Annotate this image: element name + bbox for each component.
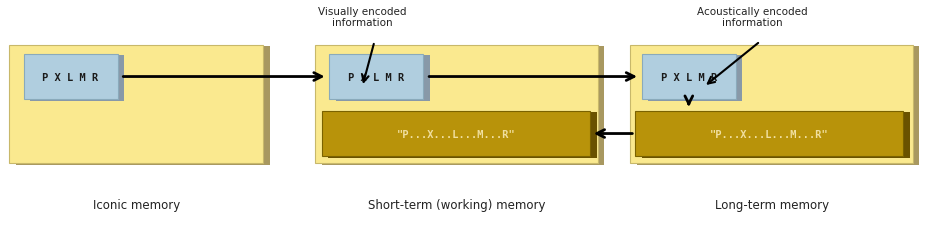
FancyBboxPatch shape	[642, 54, 736, 100]
Text: P X L M R: P X L M R	[661, 72, 717, 82]
FancyBboxPatch shape	[30, 56, 124, 101]
FancyBboxPatch shape	[630, 45, 913, 163]
FancyBboxPatch shape	[637, 47, 919, 165]
FancyBboxPatch shape	[322, 47, 604, 165]
Text: Short-term (working) memory: Short-term (working) memory	[368, 198, 545, 211]
Text: Acoustically encoded
information: Acoustically encoded information	[697, 7, 808, 28]
Text: P X L M R: P X L M R	[348, 72, 405, 82]
FancyBboxPatch shape	[648, 56, 742, 101]
FancyBboxPatch shape	[642, 113, 910, 158]
FancyBboxPatch shape	[16, 47, 270, 165]
Text: "P...X...L...M...R": "P...X...L...M...R"	[710, 129, 829, 139]
Text: Visually encoded
information: Visually encoded information	[318, 7, 407, 28]
FancyBboxPatch shape	[322, 111, 590, 157]
FancyBboxPatch shape	[329, 54, 423, 100]
Text: P X L M R: P X L M R	[42, 72, 99, 82]
FancyBboxPatch shape	[328, 113, 597, 158]
FancyBboxPatch shape	[336, 56, 430, 101]
FancyBboxPatch shape	[24, 54, 118, 100]
FancyBboxPatch shape	[315, 45, 598, 163]
FancyBboxPatch shape	[9, 45, 263, 163]
Text: Iconic memory: Iconic memory	[93, 198, 180, 211]
Text: Long-term memory: Long-term memory	[714, 198, 829, 211]
Text: "P...X...L...M...R": "P...X...L...M...R"	[396, 129, 516, 139]
FancyBboxPatch shape	[635, 111, 903, 157]
